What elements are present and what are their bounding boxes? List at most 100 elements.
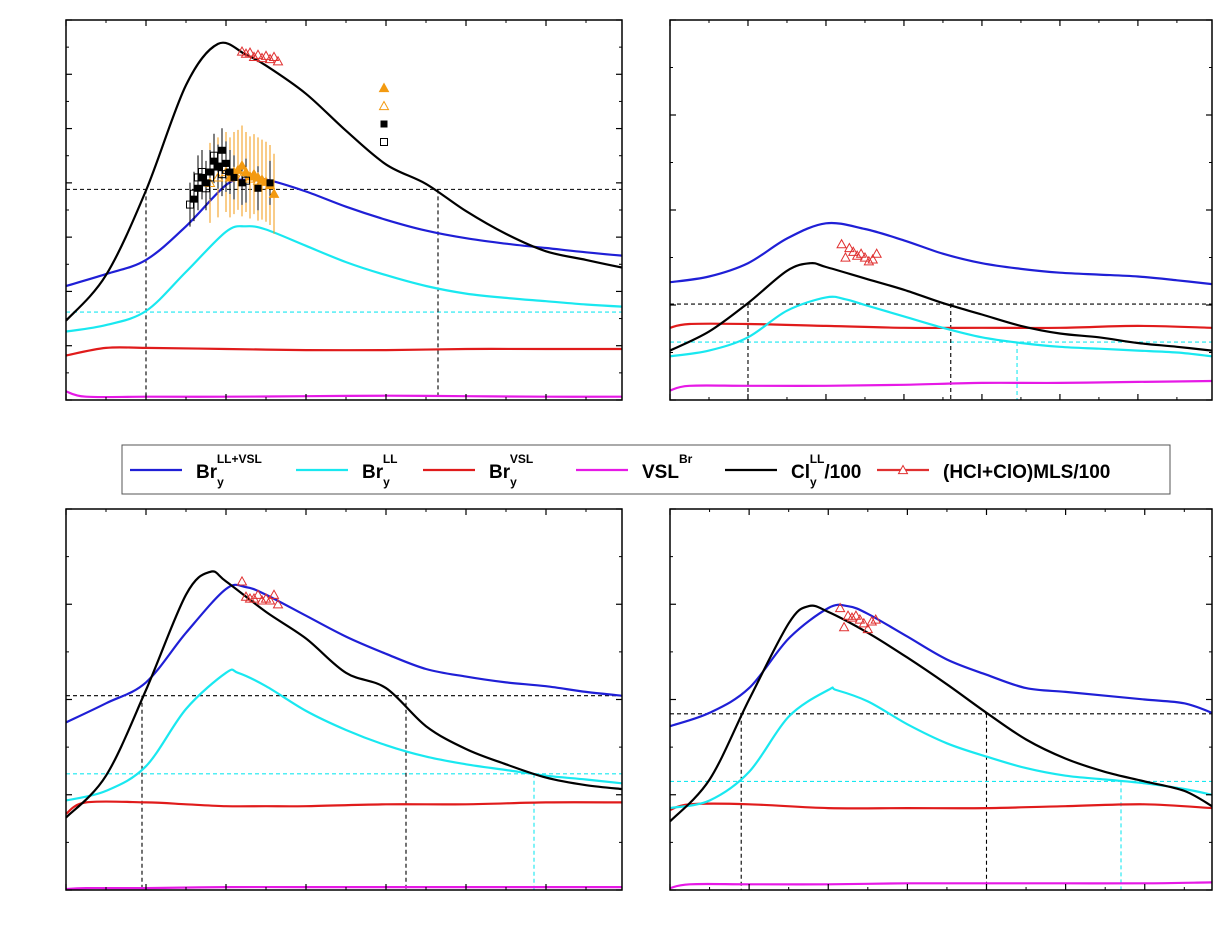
data-point-balloon_langley	[218, 146, 226, 154]
legend-label-base: Cl	[791, 462, 810, 483]
legend-item-bry_total: Bry LL+VSL	[130, 452, 262, 489]
data-point-mls	[871, 248, 883, 258]
data-point-balloon_occultation	[214, 162, 222, 171]
legend-label-sup: LL+VSL	[217, 452, 262, 466]
data-point-mls	[252, 589, 264, 599]
legend-label-sup: VSL	[510, 452, 533, 466]
series-line-vsl_br	[66, 390, 622, 399]
data-point-balloon_langley	[254, 184, 262, 192]
data-point-mls	[838, 621, 850, 632]
data-point-mls	[248, 51, 260, 62]
data-point-mls	[244, 47, 256, 57]
plot-frame	[65, 19, 623, 401]
data-point-mls	[236, 45, 248, 56]
data-point-mls	[268, 51, 280, 62]
data-point-balloon_langley	[214, 163, 222, 171]
series-line-bry_vsl	[670, 802, 1212, 812]
legend-marker-mls	[897, 464, 909, 475]
legend-label-base: Br	[362, 462, 384, 483]
series-line-bry_total	[670, 221, 1212, 286]
series-line-bry_ll	[670, 295, 1212, 358]
series-line-bry_total	[66, 583, 622, 724]
legend-label-sup: LL	[383, 452, 398, 466]
data-point-mls	[840, 251, 851, 262]
legend-item-vsl_br: VSLBr	[576, 452, 693, 483]
legend-label-base: VSL	[642, 462, 679, 483]
data-point-ground_harestua	[240, 166, 252, 177]
data-point-mls	[855, 248, 867, 258]
data-point-balloon_occultation	[202, 184, 210, 193]
data-point-mls	[272, 55, 284, 66]
legend-item-cly: Cly LL/100	[725, 452, 861, 489]
data-point-ground_harestua	[236, 159, 248, 170]
data-point-mls	[268, 589, 280, 599]
data-point-mls	[844, 242, 855, 253]
data-point-ground_harestua	[268, 188, 280, 198]
chart-panel-3	[669, 508, 1213, 891]
data-point-balloon_langley	[210, 157, 218, 165]
series-line-vsl_br	[670, 379, 1212, 392]
legend-label: VSLBr	[642, 452, 693, 483]
data-point-balloon_occultation	[198, 168, 206, 176]
series-line-cly	[66, 570, 622, 819]
plot-area	[66, 570, 622, 890]
data-point-mls	[870, 613, 882, 624]
plot-area	[670, 221, 1212, 400]
data-point-balloon_langley	[194, 184, 202, 192]
legend-label-suffix: /100	[824, 462, 861, 483]
data-point-mls	[256, 52, 268, 63]
series-line-vsl_br	[670, 881, 1212, 890]
series-line-bry_ll	[670, 686, 1212, 810]
data-point-mls	[256, 594, 268, 605]
data-point-mls	[236, 575, 248, 586]
data-point-balloon_langley	[266, 179, 274, 187]
series-line-bry_vsl	[66, 800, 622, 815]
legend-label-base: Br	[489, 462, 511, 483]
series-line-vsl_br	[66, 885, 622, 890]
legend-label-sub: y	[217, 475, 224, 489]
data-point-ground_lauder	[212, 171, 224, 182]
data-point-ground_lauder	[252, 175, 264, 185]
series-line-bry_vsl	[670, 322, 1212, 330]
data-point-mls	[847, 246, 859, 256]
data-point-mls	[272, 598, 284, 609]
inset-legend-marker	[378, 100, 390, 111]
data-point-balloon_langley	[230, 173, 238, 181]
data-point-balloon_langley	[222, 159, 230, 167]
plot-area	[670, 602, 1212, 890]
legend-label-base: (HCl+ClO)MLS/100	[943, 462, 1110, 483]
legend-item-mls: (HCl+ClO)MLS/100	[877, 462, 1110, 483]
legend-item-bry_ll: Bry LL	[296, 452, 397, 489]
data-point-mls	[252, 49, 264, 59]
data-point-balloon_occultation	[210, 151, 218, 160]
chart-panel-1	[669, 19, 1213, 401]
data-point-balloon_occultation	[206, 173, 214, 182]
data-point-balloon_occultation	[190, 189, 198, 198]
data-point-mls	[260, 50, 272, 60]
data-point-mls	[850, 610, 862, 620]
data-point-balloon_occultation	[186, 200, 194, 209]
inset-legend-marker	[378, 82, 390, 93]
series-line-bry_total	[670, 603, 1212, 728]
data-point-mls	[264, 594, 276, 605]
data-point-mls	[862, 623, 874, 634]
plot-area	[66, 41, 622, 400]
plot-frame	[669, 508, 1213, 891]
data-point-mls	[859, 251, 871, 262]
data-point-balloon_langley	[190, 195, 198, 203]
legend-label-sub: y	[810, 475, 817, 489]
data-point-balloon_occultation	[222, 165, 230, 174]
data-point-mls	[863, 255, 875, 266]
chart-panel-2	[65, 508, 623, 891]
data-point-mls	[866, 615, 878, 626]
legend-label: (HCl+ClO)MLS/100	[943, 462, 1110, 483]
legend-label-sub: y	[510, 475, 517, 489]
data-point-mls	[851, 250, 863, 260]
legend-label-sup: LL	[810, 452, 825, 466]
data-point-mls	[854, 613, 866, 624]
legend-label: Cly LL/100	[791, 452, 861, 489]
data-point-mls	[834, 602, 846, 613]
data-point-mls	[836, 238, 847, 249]
data-point-mls	[264, 53, 276, 64]
series-line-bry_ll	[66, 668, 622, 802]
